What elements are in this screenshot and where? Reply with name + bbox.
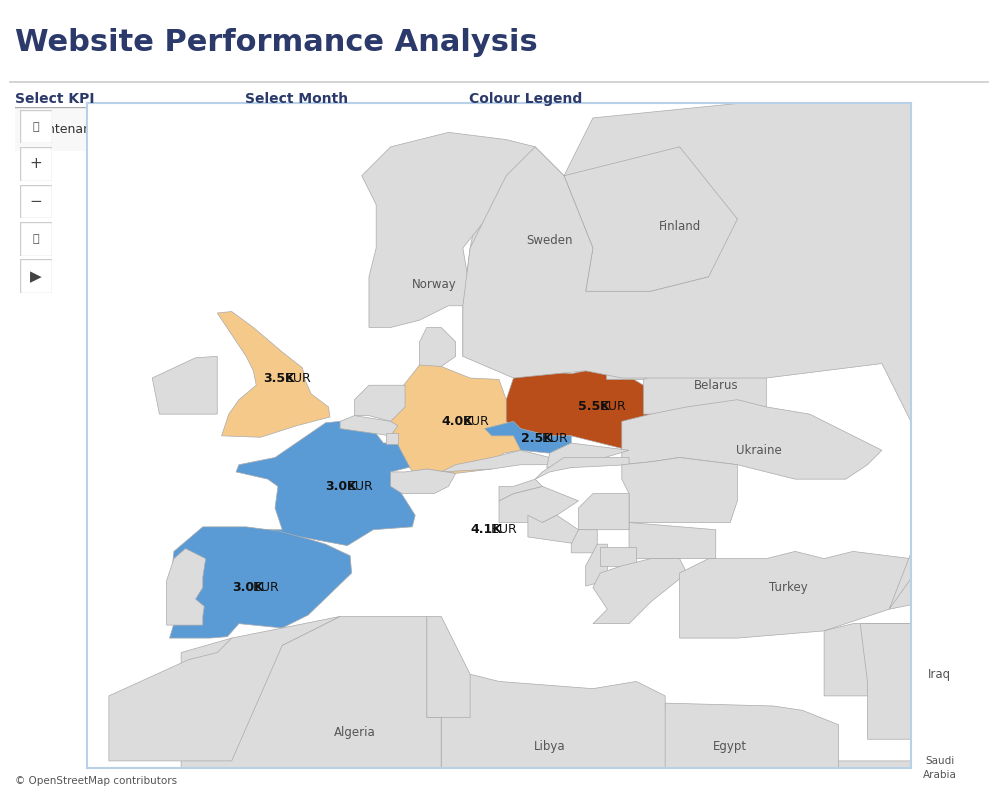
Text: Website Performance Analysis: Website Performance Analysis xyxy=(15,28,538,57)
Text: 4.1K: 4.1K xyxy=(470,523,502,537)
Polygon shape xyxy=(622,400,882,479)
Text: Select Month: Select Month xyxy=(245,92,347,106)
Polygon shape xyxy=(463,103,998,609)
FancyBboxPatch shape xyxy=(20,147,52,181)
Text: © OpenStreetMap contributors: © OpenStreetMap contributors xyxy=(15,776,177,786)
Polygon shape xyxy=(606,349,687,380)
FancyBboxPatch shape xyxy=(11,107,219,152)
Text: Finland: Finland xyxy=(659,220,701,232)
Polygon shape xyxy=(390,469,456,494)
Text: Libya: Libya xyxy=(534,740,566,753)
Text: −: − xyxy=(30,194,42,209)
Polygon shape xyxy=(600,547,637,566)
Polygon shape xyxy=(499,479,542,501)
FancyBboxPatch shape xyxy=(20,110,52,143)
Polygon shape xyxy=(579,494,629,529)
Polygon shape xyxy=(547,443,629,467)
Polygon shape xyxy=(586,544,608,586)
Text: ▼: ▼ xyxy=(423,124,432,135)
Polygon shape xyxy=(386,433,398,444)
Text: ▶: ▶ xyxy=(30,269,42,283)
Polygon shape xyxy=(167,548,206,625)
Text: (All): (All) xyxy=(254,123,279,136)
Polygon shape xyxy=(615,298,709,327)
Text: EUR: EUR xyxy=(487,523,517,537)
Text: 3.0K: 3.0K xyxy=(325,480,357,493)
Text: Green: Green xyxy=(594,123,635,136)
Text: EUR: EUR xyxy=(250,581,278,594)
Text: Belarus: Belarus xyxy=(694,379,739,392)
Text: ▼: ▼ xyxy=(194,124,203,135)
Polygon shape xyxy=(564,146,738,291)
Text: Colour Legend: Colour Legend xyxy=(469,92,582,106)
Polygon shape xyxy=(463,146,593,357)
Text: EUR: EUR xyxy=(596,400,626,413)
Text: 3.0K: 3.0K xyxy=(232,581,263,594)
Text: Turkey: Turkey xyxy=(768,581,807,594)
Polygon shape xyxy=(170,527,351,638)
Polygon shape xyxy=(236,421,419,545)
FancyBboxPatch shape xyxy=(241,107,448,152)
Polygon shape xyxy=(218,311,330,437)
Text: Amber: Amber xyxy=(504,123,548,136)
Text: Algeria: Algeria xyxy=(333,725,375,739)
FancyBboxPatch shape xyxy=(644,115,681,145)
Polygon shape xyxy=(608,327,709,353)
FancyBboxPatch shape xyxy=(20,185,52,218)
Polygon shape xyxy=(658,703,838,796)
Polygon shape xyxy=(109,616,340,761)
Polygon shape xyxy=(940,609,998,768)
FancyBboxPatch shape xyxy=(20,259,52,293)
Text: Sweden: Sweden xyxy=(526,234,573,248)
Polygon shape xyxy=(181,616,441,768)
Text: Norway: Norway xyxy=(411,278,456,291)
Polygon shape xyxy=(441,674,665,796)
Text: 3.5K: 3.5K xyxy=(263,372,295,384)
Polygon shape xyxy=(535,458,629,479)
Text: 4.0K: 4.0K xyxy=(441,415,473,428)
Text: Iraq: Iraq xyxy=(928,668,951,681)
FancyBboxPatch shape xyxy=(464,115,501,145)
Polygon shape xyxy=(361,132,535,327)
Text: +: + xyxy=(30,157,42,171)
Polygon shape xyxy=(427,616,470,717)
Text: Maintenance cost: Maintenance cost xyxy=(25,123,136,136)
Text: 2.5K: 2.5K xyxy=(521,432,553,445)
Text: EUR: EUR xyxy=(458,415,488,428)
Polygon shape xyxy=(528,515,579,544)
Polygon shape xyxy=(593,559,687,623)
Polygon shape xyxy=(499,486,579,522)
Polygon shape xyxy=(340,416,398,436)
FancyBboxPatch shape xyxy=(20,222,52,256)
Text: 5.5K: 5.5K xyxy=(579,400,611,413)
Polygon shape xyxy=(354,385,405,421)
Polygon shape xyxy=(680,552,940,638)
Polygon shape xyxy=(58,768,232,796)
Text: Select KPI: Select KPI xyxy=(15,92,95,106)
Text: EUR: EUR xyxy=(538,432,568,445)
Polygon shape xyxy=(860,616,998,739)
Polygon shape xyxy=(485,421,571,453)
Polygon shape xyxy=(644,353,766,414)
Text: 🔍: 🔍 xyxy=(33,122,39,131)
Polygon shape xyxy=(824,623,911,696)
Polygon shape xyxy=(629,522,716,559)
Text: EUR: EUR xyxy=(343,480,372,493)
FancyBboxPatch shape xyxy=(554,115,591,145)
Polygon shape xyxy=(153,357,218,414)
Text: EUR: EUR xyxy=(280,372,310,384)
Text: Egypt: Egypt xyxy=(714,740,748,753)
Polygon shape xyxy=(419,327,456,366)
Polygon shape xyxy=(390,364,521,474)
Text: 📌: 📌 xyxy=(33,234,39,244)
Text: Arabia: Arabia xyxy=(923,771,957,780)
Polygon shape xyxy=(506,371,652,451)
Polygon shape xyxy=(622,458,738,522)
Polygon shape xyxy=(831,761,998,796)
Text: Ukraine: Ukraine xyxy=(737,443,782,457)
Polygon shape xyxy=(441,451,550,472)
Text: Red: Red xyxy=(684,123,709,136)
Text: Saudi: Saudi xyxy=(925,756,954,766)
Polygon shape xyxy=(571,529,597,553)
